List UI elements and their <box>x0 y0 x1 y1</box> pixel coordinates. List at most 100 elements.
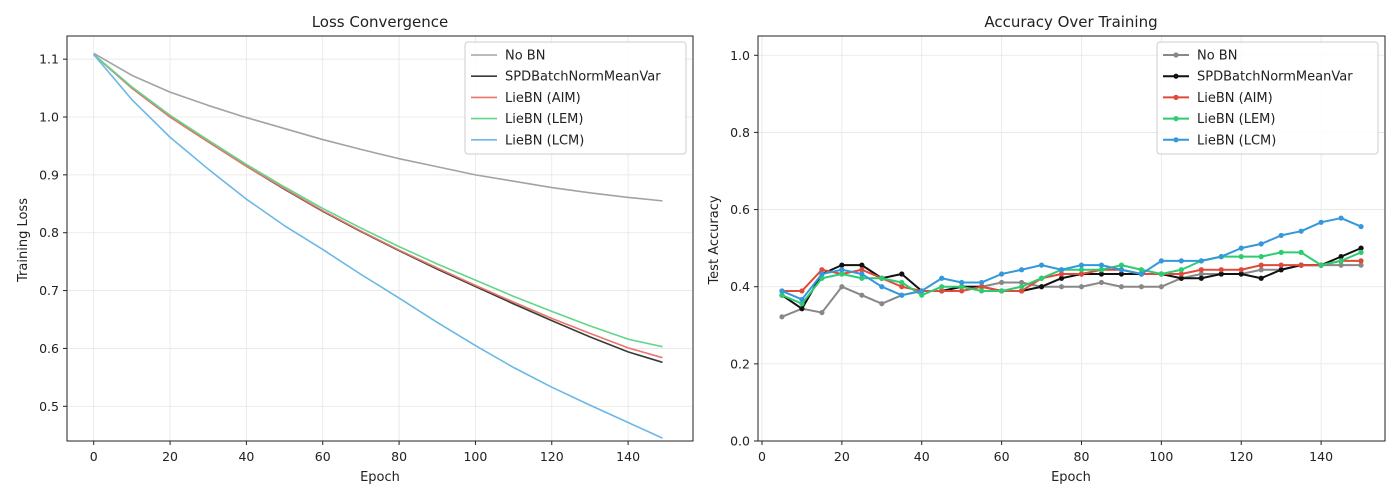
data-point <box>1298 249 1304 255</box>
data-point <box>1258 241 1264 247</box>
legend-label-liebn-aim: LieBN (AIM) <box>1197 91 1273 106</box>
y-axis-label: Training Loss <box>16 198 31 283</box>
data-point <box>779 288 785 294</box>
x-tick-label: 40 <box>238 449 254 464</box>
data-point <box>999 288 1005 294</box>
data-point <box>1038 275 1045 281</box>
data-point <box>1018 279 1025 286</box>
data-point <box>799 296 805 303</box>
legend-label-no-bn: No BN <box>505 49 545 64</box>
x-tick-label: 0 <box>758 449 766 464</box>
legend-label-spdbatchnormmeanvar: SPDBatchNormMeanVar <box>505 70 661 85</box>
x-tick-label: 20 <box>162 449 178 464</box>
legend-label-liebn-lem: LieBN (LEM) <box>1197 112 1275 127</box>
y-tick-label: 0.6 <box>730 202 750 217</box>
plot-frame <box>66 35 694 442</box>
data-point <box>839 284 845 290</box>
data-point <box>1058 275 1065 281</box>
data-point <box>819 267 825 273</box>
data-point <box>839 262 845 268</box>
data-point <box>939 288 945 294</box>
data-point <box>1358 262 1364 268</box>
data-point <box>1298 228 1304 234</box>
plot-frame <box>757 35 1386 442</box>
legend-label-liebn-lcm: LieBN (LCM) <box>1197 133 1276 148</box>
data-point <box>1058 284 1065 290</box>
data-point <box>839 267 845 273</box>
plot-lines <box>93 52 663 439</box>
legend-label-spdbatchnormmeanvar: SPDBatchNormMeanVar <box>1197 70 1353 85</box>
chart-title: Loss Convergence <box>312 13 449 31</box>
data-point <box>919 288 925 294</box>
series-line-no-bn <box>93 52 663 202</box>
data-point <box>919 292 925 298</box>
data-point <box>1238 267 1244 273</box>
axes: 0 20 40 60 80 100 120 140 0.0 0.2 0.4 0.6 0.8 1.0 <box>730 35 1386 464</box>
data-point <box>979 284 985 290</box>
data-point <box>1238 245 1244 251</box>
data-point <box>1218 254 1224 260</box>
data-point <box>1198 258 1204 264</box>
data-point <box>1338 254 1344 260</box>
data-point <box>1138 284 1144 290</box>
y-tick-label: 0.8 <box>730 125 750 140</box>
data-point <box>839 271 845 277</box>
data-point <box>1018 267 1025 273</box>
data-point <box>1118 271 1125 277</box>
data-point <box>1198 271 1204 277</box>
y-tick-label: 0.5 <box>39 399 59 414</box>
series-line-liebn-lcm <box>781 217 1362 301</box>
data-point <box>1258 262 1264 268</box>
data-point <box>859 267 865 273</box>
data-point <box>1258 267 1264 273</box>
series-line-liebn-lcm <box>93 53 663 439</box>
data-point <box>1198 275 1204 281</box>
x-tick-label: 100 <box>463 449 487 464</box>
data-point <box>879 284 885 290</box>
x-tick-label: 60 <box>315 449 331 464</box>
series-line-liebn-aim <box>781 259 1362 292</box>
data-point <box>1078 267 1085 273</box>
x-tick-label: 40 <box>914 449 930 464</box>
data-point <box>1098 267 1105 273</box>
data-point <box>1058 267 1065 273</box>
data-point <box>1118 267 1125 273</box>
data-point <box>1218 267 1224 273</box>
data-point <box>1158 271 1164 277</box>
accuracy-over-training-chart: Accuracy Over Training Epoch Test Accura… <box>707 13 1386 485</box>
data-point <box>899 279 905 286</box>
data-point <box>779 292 785 298</box>
x-tick-label: 60 <box>994 449 1010 464</box>
series-line-liebn-lem <box>93 53 663 348</box>
y-tick-label: 0.8 <box>39 225 59 240</box>
data-point <box>1198 267 1204 273</box>
x-tick-label: 0 <box>90 449 98 464</box>
data-point <box>1138 271 1144 277</box>
y-tick-label: 1.1 <box>39 52 59 67</box>
x-axis-label: Epoch <box>360 470 400 485</box>
y-tick-label: 0.6 <box>39 341 59 356</box>
y-tick-label: 1.0 <box>39 110 59 125</box>
legend-label-liebn-aim: LieBN (AIM) <box>505 91 581 106</box>
data-point <box>899 271 905 277</box>
data-point <box>1358 223 1364 230</box>
legend-marker <box>1173 116 1179 122</box>
x-tick-label: 140 <box>1309 449 1333 464</box>
data-point <box>1138 267 1144 273</box>
series-line-liebn-lem <box>781 251 1362 305</box>
x-tick-label: 80 <box>391 449 407 464</box>
data-point <box>879 301 885 307</box>
plot-lines <box>779 215 1364 320</box>
data-point <box>1258 275 1264 281</box>
series-line-liebn-aim <box>93 53 663 359</box>
data-point <box>1098 271 1105 277</box>
legend-marker <box>1173 94 1179 100</box>
legend-frame <box>464 41 687 155</box>
data-point <box>1298 262 1304 268</box>
data-point <box>1078 262 1085 268</box>
data-point <box>1358 258 1364 264</box>
data-point <box>959 279 965 286</box>
data-point <box>799 288 805 294</box>
data-point <box>939 275 945 281</box>
data-point <box>959 284 965 290</box>
